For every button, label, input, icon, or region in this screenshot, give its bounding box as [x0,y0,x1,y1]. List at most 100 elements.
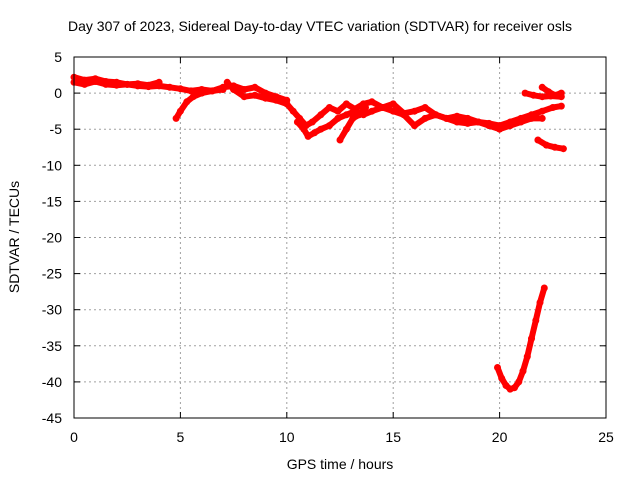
data-point [272,96,280,104]
data-point [230,86,238,93]
data-point [262,94,269,102]
data-point [91,78,99,85]
data-point [538,107,546,115]
data-point [362,104,369,111]
data-point [379,104,387,111]
data-point [336,136,344,144]
data-point [411,122,418,130]
y-tick-label: 0 [54,85,62,101]
data-point [498,374,506,382]
y-axis-label: SDTVAR / TECUs [6,180,22,294]
x-tick-label: 20 [492,429,508,445]
data-point [519,367,527,375]
y-tick-label: -10 [42,157,62,173]
data-point [176,85,184,93]
data-point [317,111,325,119]
y-tick-label: -30 [42,302,62,318]
data-point [325,104,333,111]
data-point [530,91,538,99]
y-tick-label: -25 [42,266,62,282]
data-point [534,136,542,144]
data-point [208,87,216,95]
data-point [494,364,501,371]
data-point [551,91,559,99]
data-point [102,80,110,88]
data-point [442,114,450,122]
x-axis-label: GPS time / hours [286,456,394,472]
data-point [240,93,248,101]
data-point [517,118,525,126]
data-point [453,112,461,120]
data-point [538,114,546,122]
data-point [240,86,248,93]
plot-area [70,73,567,393]
data-point [421,104,429,111]
data-point [251,91,259,99]
data-point [81,80,89,88]
y-tick-label: -40 [42,374,62,390]
tick-labels: 0 5 10 15 20 25 5 0 -5 -10 -15 -20 -25 -30 -35 -40 -45 [42,49,614,445]
data-point [166,83,174,91]
data-point [521,89,529,97]
y-tick-label: -5 [50,121,63,137]
y-tick-label: -20 [42,230,62,246]
x-tick-label: 0 [70,429,78,445]
data-point [183,98,191,106]
data-point [349,114,357,122]
chart-title: Day 307 of 2023, Sidereal Day-to-day VTE… [68,18,572,34]
data-point [155,82,163,90]
data-point [304,132,312,140]
data-point [355,111,363,119]
y-tick-label: 5 [54,49,62,65]
data-point [411,107,418,115]
data-point [219,86,227,93]
data-point [485,122,493,130]
data-point [334,107,342,115]
data-point [123,80,131,88]
data-point [506,122,514,130]
y-tick-label: -15 [42,193,62,209]
y-tick-label: -35 [42,338,62,354]
data-point [432,111,440,119]
data-point [368,107,376,115]
data-point [559,145,567,153]
data-point [198,89,206,97]
data-point [523,353,531,361]
data-point [536,299,544,306]
data-point [496,125,504,133]
data-point [300,125,308,133]
data-point [317,125,325,133]
data-point [453,118,461,126]
data-point [251,83,259,91]
data-point [545,88,552,96]
data-point [528,114,535,122]
data-point [342,125,350,133]
data-point [172,114,180,122]
x-tick-label: 25 [598,429,614,445]
data-point [389,107,397,115]
data-point [342,100,350,108]
data-point [511,384,518,392]
data-point [334,114,342,122]
data-point [549,104,557,111]
x-tick-label: 15 [385,429,401,445]
data-point [368,98,376,106]
data-point [474,118,482,126]
data-point [189,93,197,101]
plot-frame [73,56,607,419]
data-point [134,82,142,90]
data-point [176,107,184,115]
data-point [283,100,291,108]
data-point [311,129,318,137]
data-point [293,118,301,126]
data-point [145,83,152,91]
data-point [342,111,350,119]
data-point [421,114,429,122]
grid [74,57,606,418]
data-point [187,87,195,95]
y-tick-label: -45 [42,410,62,426]
data-point [289,107,297,115]
x-tick-label: 5 [177,429,185,445]
data-point [538,93,546,101]
